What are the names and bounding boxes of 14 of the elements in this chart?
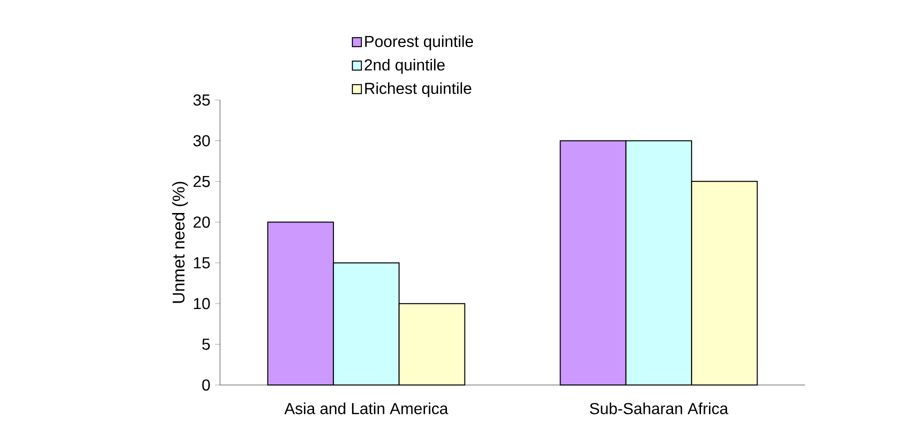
y-tick-label: 35 bbox=[193, 94, 210, 106]
y-tick-label: 10 bbox=[194, 298, 210, 310]
legend-label: 2nd quintile bbox=[364, 58, 445, 74]
y-tick-label: 15 bbox=[194, 257, 210, 268]
x-tick-label: Sub-Saharan Africa bbox=[590, 402, 728, 414]
y-tick-label: 30 bbox=[193, 135, 210, 146]
y-tick-label: 5 bbox=[202, 338, 210, 350]
legend-label: Poorest quintile bbox=[365, 35, 474, 50]
legend-label: Richest quintile bbox=[365, 82, 472, 98]
x-tick-label: Asia and Latin America bbox=[284, 402, 448, 414]
y-axis-title: Unmet need (%) bbox=[172, 182, 188, 303]
y-tick-label: 20 bbox=[194, 216, 210, 228]
y-tick-label: 25 bbox=[194, 176, 210, 188]
y-tick-label: 0 bbox=[202, 379, 210, 391]
